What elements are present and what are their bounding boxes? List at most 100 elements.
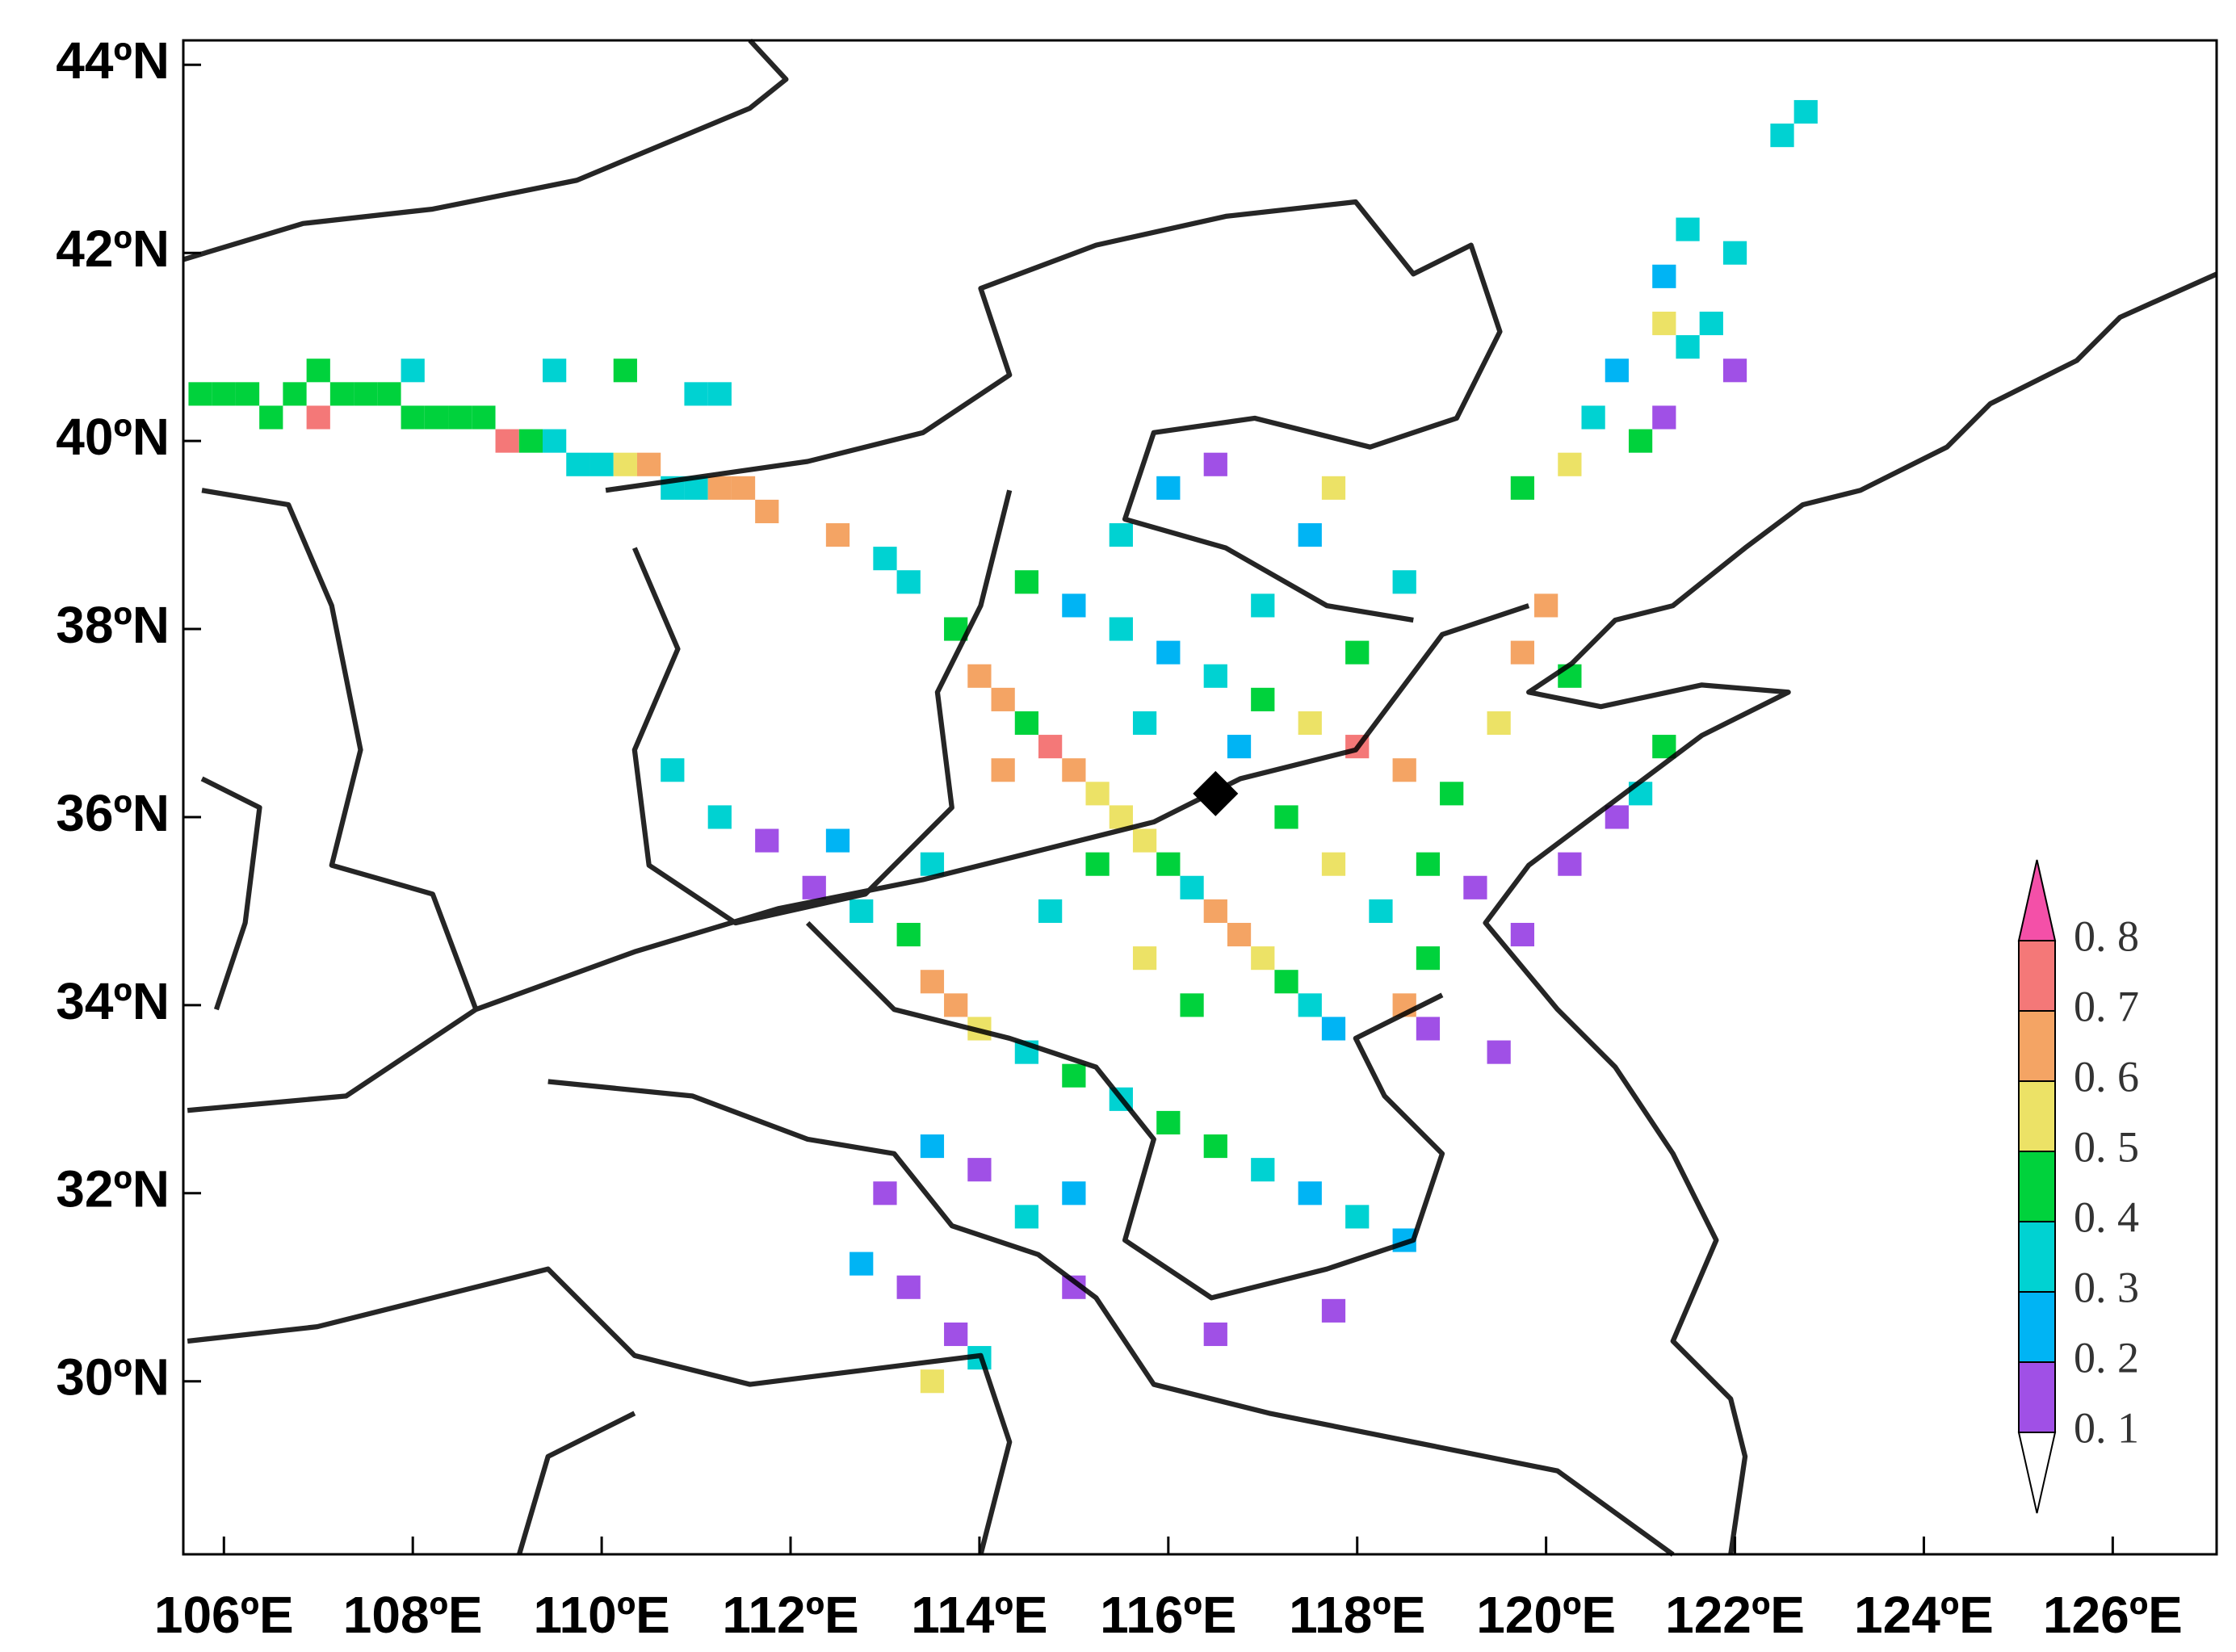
- grid-cell: [755, 828, 779, 853]
- grid-cell: [1180, 875, 1204, 899]
- grid-cell: [1156, 476, 1181, 500]
- y-tick-label: 34ºN: [56, 972, 170, 1030]
- province-border: [547, 1079, 1675, 1557]
- grid-cell: [1227, 735, 1252, 759]
- grid-cell: [1416, 946, 1441, 971]
- grid-cell: [1605, 358, 1629, 383]
- grid-cell: [1676, 217, 1700, 241]
- colorbar: 0. 1 0. 2 0. 3 0. 4 0. 5 0. 6 0. 7 0. 8: [2017, 859, 2139, 1514]
- grid-cell: [1038, 735, 1063, 759]
- province-border: [631, 489, 1013, 926]
- grid-cell: [1203, 1322, 1227, 1347]
- colorbar-label: 0. 6: [2074, 1052, 2139, 1101]
- colorbar-label: 0. 1: [2074, 1403, 2139, 1452]
- grid-cell: [566, 452, 590, 476]
- grid-cell: [991, 687, 1015, 711]
- grid-cell: [1392, 570, 1416, 594]
- grid-cell: [1652, 311, 1676, 336]
- grid-cell: [1699, 311, 1723, 336]
- grid-cell: [1652, 264, 1676, 288]
- grid-cell: [401, 358, 425, 383]
- grid-cell: [1652, 405, 1676, 430]
- y-tick-label: 42ºN: [56, 220, 170, 278]
- grid-cell: [944, 1322, 968, 1347]
- grid-cell: [920, 1134, 945, 1159]
- grid-cell: [448, 405, 472, 430]
- boundaries: [182, 38, 2218, 1557]
- grid-cell: [1062, 1181, 1086, 1205]
- colorbar-segment: [2018, 940, 2056, 1012]
- province-border: [605, 199, 1503, 623]
- grid-cell: [1321, 852, 1346, 876]
- grid-cell: [1463, 875, 1487, 899]
- colorbar-label: 0. 7: [2074, 982, 2139, 1030]
- grid-cell: [1227, 922, 1252, 947]
- grid-cell: [661, 758, 685, 782]
- grid-cell: [306, 358, 330, 383]
- grid-cell: [354, 382, 378, 406]
- grid-cell: [495, 429, 519, 453]
- grid-cell: [1251, 946, 1275, 971]
- axes: 106ºE 108ºE 110ºE 112ºE 114ºE 116ºE 118ºE 120ºE…: [56, 31, 2183, 1644]
- grid-cell: [1014, 1205, 1039, 1229]
- grid-cell: [825, 523, 850, 547]
- grid-cell: [1510, 922, 1535, 947]
- grid-cell: [1156, 852, 1181, 876]
- colorbar-label: 0. 4: [2074, 1193, 2139, 1241]
- grid-cell: [1156, 640, 1181, 665]
- grid-cell: [1487, 711, 1511, 736]
- grid-cell: [1014, 570, 1039, 594]
- grid-cell: [1085, 782, 1110, 806]
- grid-cell: [896, 1275, 921, 1299]
- grid-cell: [1581, 405, 1605, 430]
- colorbar-segment: [2018, 1361, 2056, 1433]
- site-marker: [1193, 770, 1239, 816]
- x-tick-label: 112ºE: [722, 1586, 858, 1644]
- grid-cell: [235, 382, 260, 406]
- grid-cell: [518, 429, 543, 453]
- grid-cell: [707, 805, 732, 829]
- grid-cell: [1676, 335, 1700, 359]
- grid-cell: [1203, 1134, 1227, 1159]
- grid-cell: [424, 405, 449, 430]
- grid-cell: [684, 382, 708, 406]
- province-border: [200, 488, 479, 1011]
- colorbar-label: 0. 8: [2074, 912, 2139, 960]
- grid-cell: [1793, 99, 1818, 124]
- grid-cell: [825, 828, 850, 853]
- grid-cell: [850, 1252, 874, 1276]
- grid-cell: [967, 1158, 992, 1182]
- grid-cell: [543, 429, 567, 453]
- grid-cell: [707, 382, 732, 406]
- x-tick-label: 110ºE: [533, 1586, 669, 1644]
- grid-cell: [1321, 1017, 1346, 1041]
- grid-cell: [1274, 970, 1298, 994]
- colorbar-extension: [2017, 859, 2057, 941]
- grid-cell: [1062, 1063, 1086, 1088]
- x-tick-label: 108ºE: [343, 1586, 483, 1644]
- grid-cell: [377, 382, 401, 406]
- x-tick-label: 116ºE: [1100, 1586, 1236, 1644]
- grid-cell: [802, 875, 826, 899]
- grid-cell: [1722, 358, 1747, 383]
- grid-cell: [1109, 805, 1133, 829]
- grid-cell: [1014, 711, 1039, 736]
- grid-cell: [1628, 429, 1653, 453]
- grid-cell: [707, 476, 732, 500]
- grid-cell: [1369, 899, 1393, 923]
- grid-cell: [731, 476, 756, 500]
- y-tick-label: 32ºN: [56, 1160, 170, 1218]
- grid-cell: [1298, 711, 1322, 736]
- grid-cell: [1392, 758, 1416, 782]
- grid-cell: [1203, 664, 1227, 688]
- grid-cell: [613, 452, 637, 476]
- x-tick-label: 118ºE: [1289, 1586, 1425, 1644]
- grid-cell: [259, 405, 283, 430]
- y-tick-label: 44ºN: [56, 31, 170, 90]
- grid-cell: [920, 970, 945, 994]
- grid-cell: [212, 382, 236, 406]
- x-tick-label: 120ºE: [1476, 1586, 1616, 1644]
- grid-cell: [1062, 593, 1086, 618]
- grid-cell: [543, 358, 567, 383]
